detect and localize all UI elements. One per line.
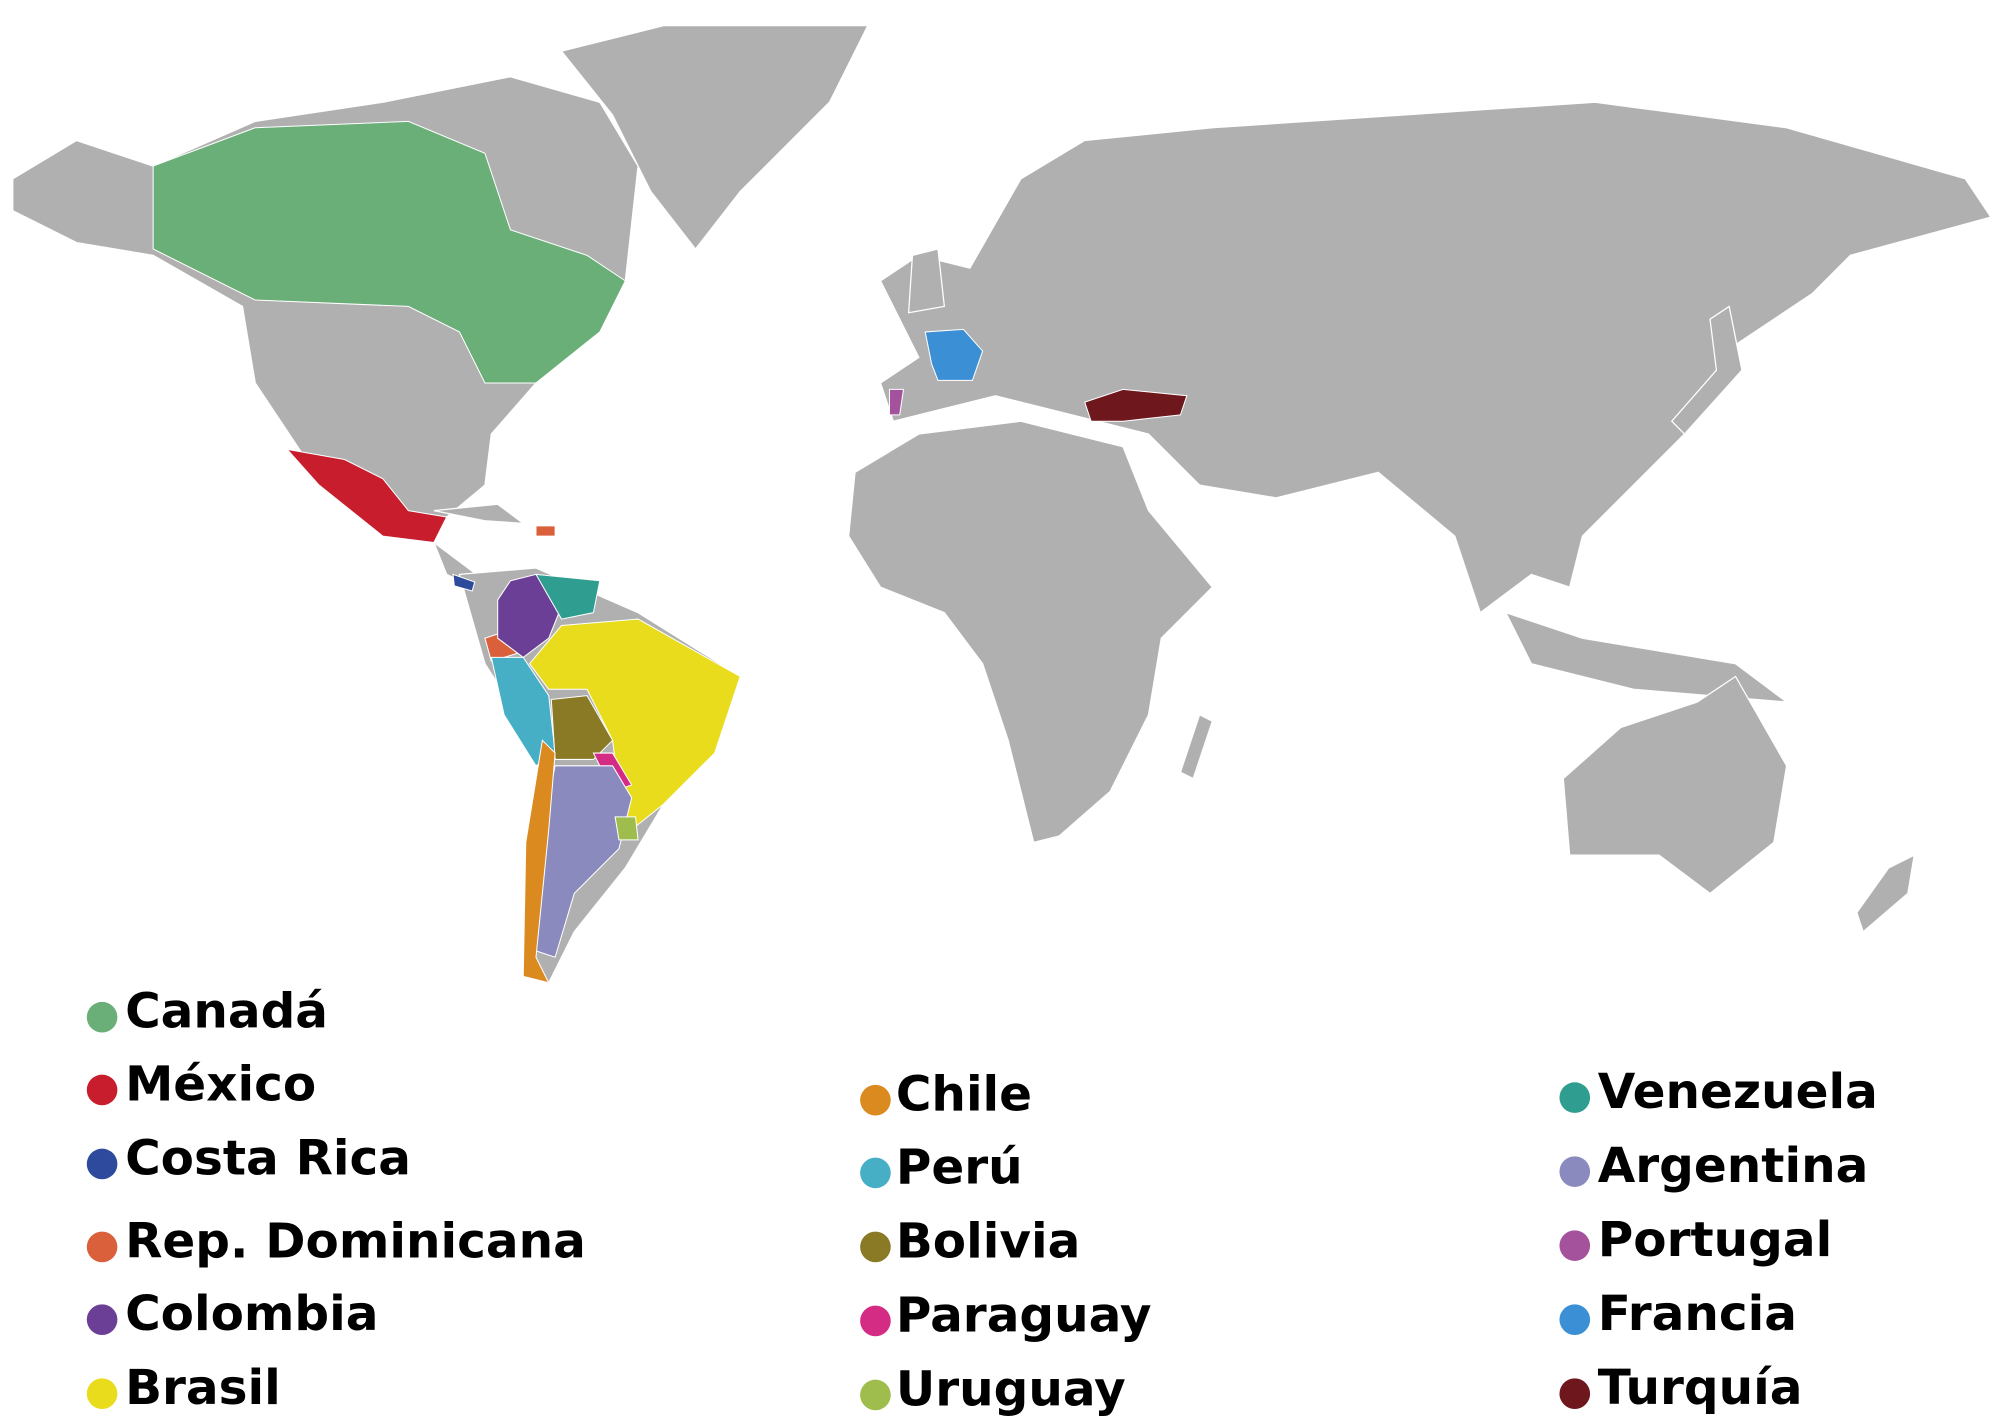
legend-label: Bolivia [896,1213,1080,1269]
country [535,525,556,537]
legend-dot [86,1001,118,1033]
legend-label: Portugal [1598,1212,1832,1268]
legend-dot [86,1378,118,1410]
legend-label: Rep. Dominicana [125,1213,586,1269]
legend-dot [1559,1304,1591,1335]
legend-dot [860,1379,891,1411]
legend-dot [86,1074,118,1106]
legend-dot [86,1231,118,1263]
country [152,120,626,384]
country [550,695,614,760]
legend: Canadá México Costa Rica Rep. Dominicana Col… [86,984,1878,1417]
country [888,388,905,416]
legend-label: Argentina [1598,1138,1869,1194]
legend-label: Perú [896,1139,1023,1195]
legend-dot [86,1304,118,1335]
greenland [560,25,869,251]
japan [1670,305,1743,435]
legend-label: Canadá [125,984,328,1040]
africa [847,420,1214,844]
legend-label: Uruguay [896,1361,1126,1417]
indonesia [1504,611,1789,703]
legend-dot [860,1305,891,1337]
country [285,448,448,544]
cuba [433,503,526,525]
legend-label: Turquía [1598,1360,1803,1416]
eurasia [879,101,1992,614]
countries [152,120,1188,984]
australia [1562,675,1788,895]
legend-label: Colombia [125,1286,378,1342]
new-zealand [1856,854,1916,933]
country [522,739,556,984]
legend-dot [86,1148,118,1180]
country [614,816,639,841]
legend-label: Costa Rica [125,1130,411,1186]
country [535,573,601,620]
uk [907,248,946,314]
legend-label: Francia [1598,1286,1797,1342]
legend-label: Brasil [125,1360,281,1416]
country [528,618,741,831]
country [1084,388,1188,422]
country [924,328,984,381]
legend-dot [860,1231,891,1263]
legend-dot [860,1084,891,1116]
legend-label: Paraguay [896,1287,1152,1343]
legend-dot [1559,1082,1591,1113]
legend-dot [1559,1378,1591,1410]
legend-label: México [125,1056,316,1112]
legend-dot [860,1157,891,1189]
madagascar [1179,713,1214,780]
legend-label: Chile [896,1067,1032,1123]
country [452,573,476,592]
legend-label: Venezuela [1598,1064,1878,1120]
legend-dot [1559,1230,1591,1261]
legend-dot [1559,1156,1591,1187]
